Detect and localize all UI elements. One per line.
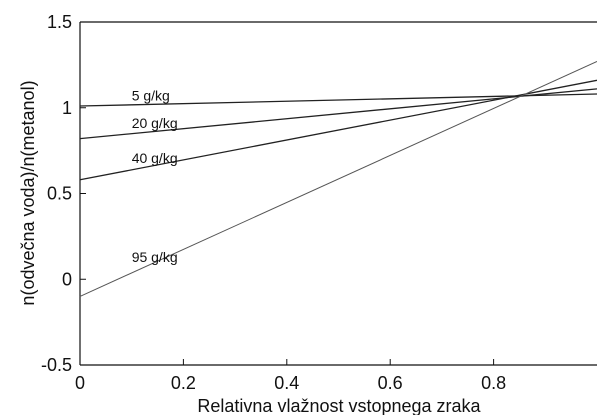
series-label: 20 g/kg [132,115,178,131]
y-tick-label: 1.5 [47,12,72,32]
x-tick-label: 0 [75,373,85,393]
series-line [79,93,597,107]
series-labels: 5 g/kg 20 g/kg 40 g/kg 95 g/kg [132,87,178,265]
x-tick-label: 0.6 [378,373,403,393]
x-tick-label: 0.4 [274,373,299,393]
series-line [79,60,597,297]
series-label: 95 g/kg [132,249,178,265]
x-tick-label: 0.2 [171,373,196,393]
x-axis-title: Relativna vlažnost vstopnega zraka [197,396,481,415]
tick-marks [79,21,495,366]
series-line [79,79,597,181]
y-axis-title: n(odvečna voda)/n(metanol) [18,80,38,305]
y-tick-label: -0.5 [41,355,72,375]
series-label: 40 g/kg [132,150,178,166]
x-tick-label: 0.8 [481,373,506,393]
series-lines [79,60,597,297]
tick-labels: 0 0.2 0.4 0.6 0.8-0.500.511.5 [41,12,506,393]
series-label: 5 g/kg [132,87,170,103]
y-tick-label: 0 [62,269,72,289]
y-tick-label: 1 [62,98,72,118]
y-tick-label: 0.5 [47,184,72,204]
plot-frame [79,21,597,366]
